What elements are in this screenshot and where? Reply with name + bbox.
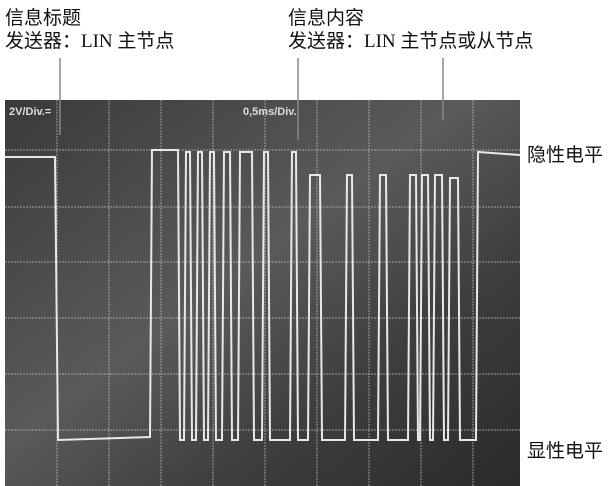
time-per-div: 0,5ms/Div.	[243, 106, 297, 118]
header-title: 信息标题	[5, 8, 81, 30]
header-sender: 发送器：LIN 主节点	[5, 31, 174, 53]
content-title: 信息内容	[288, 8, 364, 30]
recessive-level: 隐性电平	[527, 145, 603, 167]
content-sender: 发送器：LIN 主节点或从节点	[288, 31, 533, 53]
volts-per-div: 2V/Div.=	[9, 106, 51, 118]
figure: 2V/Div.= 0,5ms/Div. 信息标题 发送器：LIN 主节点 信息内…	[0, 0, 614, 486]
dominant-level: 显性电平	[527, 441, 603, 463]
oscilloscope: 2V/Div.= 0,5ms/Div.	[0, 0, 614, 486]
